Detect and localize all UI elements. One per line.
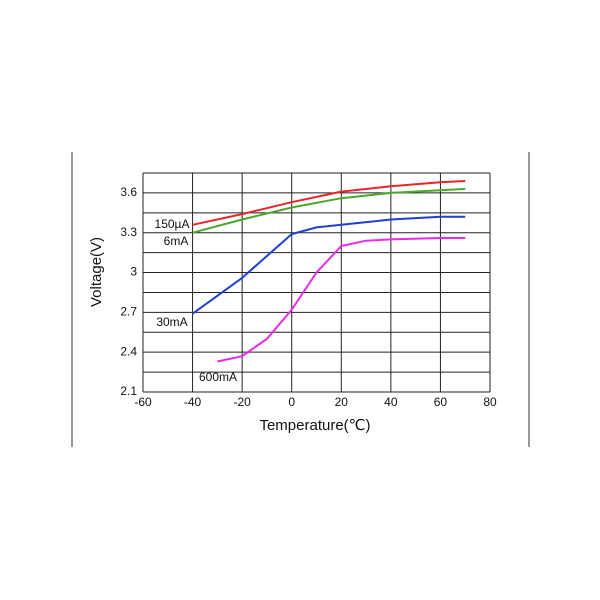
x-tick-label: 20 (335, 395, 349, 409)
y-tick-label: 2.7 (120, 305, 137, 319)
series-line (192, 187, 466, 234)
series-label: 30mA (156, 315, 187, 329)
x-tick-label: -60 (134, 395, 152, 409)
x-tick-label: -40 (184, 395, 202, 409)
series-line (217, 237, 466, 363)
y-tick-label: 3.6 (120, 185, 137, 199)
x-axis-title: Temperature(℃) (259, 417, 370, 434)
y-tick-label: 2.4 (120, 344, 137, 358)
y-tick-label: 2.1 (120, 384, 137, 398)
y-tick-label: 3 (130, 265, 137, 279)
x-tick-label: 40 (384, 395, 398, 409)
x-tick-label: 60 (434, 395, 448, 409)
series-label: 150µA (155, 217, 190, 231)
series-line (192, 215, 466, 315)
series-label: 6mA (164, 234, 189, 248)
x-tick-label: -20 (233, 395, 251, 409)
x-tick-label: 0 (288, 395, 295, 409)
y-tick-label: 3.3 (120, 225, 137, 239)
series-line (192, 180, 466, 226)
x-tick-label: 80 (483, 395, 497, 409)
series-label: 600mA (199, 370, 237, 384)
y-axis-title: Voltage(V) (88, 237, 105, 307)
